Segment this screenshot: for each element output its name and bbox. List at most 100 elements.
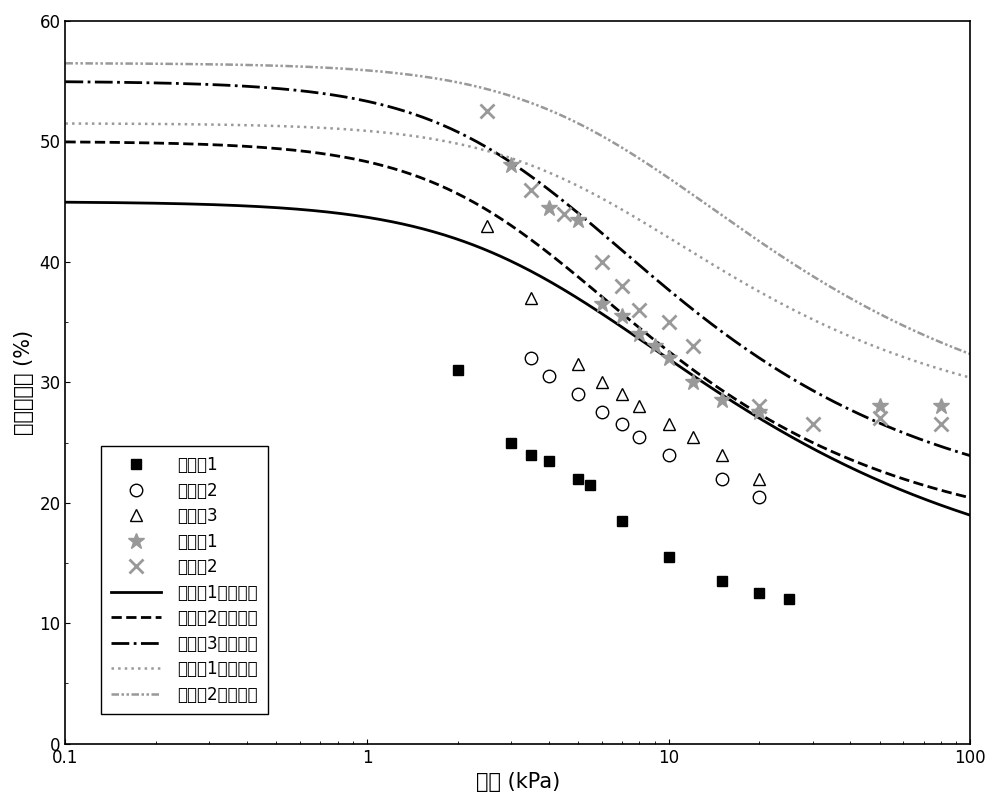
对比例3 <box>687 432 699 442</box>
对比例2 <box>633 432 645 442</box>
实施例1 <box>543 203 555 213</box>
对比例3拟合曲线 <box>964 451 976 460</box>
X-axis label: 吸力 (kPa): 吸力 (kPa) <box>476 772 560 792</box>
对比例1 <box>716 576 728 586</box>
实施例1 <box>687 377 699 387</box>
实施例1拟合曲线 <box>469 143 481 152</box>
对比例2 <box>616 420 628 430</box>
对比例2拟合曲线 <box>292 146 304 156</box>
对比例3 <box>572 359 584 369</box>
对比例2 <box>716 474 728 484</box>
对比例1拟合曲线 <box>741 405 753 415</box>
Line: 对比例3拟合曲线: 对比例3拟合曲线 <box>65 81 970 455</box>
Legend: 对比例1, 对比例2, 对比例3, 实施例1, 实施例2, 对比例1拟合曲线, 对比例2拟合曲线, 对比例3拟合曲线, 实施例1拟合曲线, 实施例2拟合曲线: 对比例1, 对比例2, 对比例3, 实施例1, 实施例2, 对比例1拟合曲线, … <box>101 447 268 713</box>
实施例2拟合曲线 <box>59 59 71 69</box>
实施例1 <box>874 401 886 411</box>
实施例1拟合曲线 <box>593 192 605 202</box>
Line: 对比例3: 对比例3 <box>481 219 766 485</box>
对比例3 <box>525 293 537 303</box>
实施例1 <box>649 341 661 351</box>
实施例2 <box>687 341 699 351</box>
实施例2 <box>935 420 947 430</box>
实施例1拟合曲线 <box>220 120 232 130</box>
对比例3拟合曲线 <box>469 135 481 145</box>
对比例2 <box>572 389 584 399</box>
实施例2拟合曲线 <box>469 81 481 91</box>
对比例1拟合曲线 <box>469 241 481 251</box>
实施例1 <box>716 396 728 405</box>
对比例3 <box>616 389 628 399</box>
对比例2拟合曲线 <box>964 493 976 503</box>
对比例1拟合曲线 <box>593 307 605 317</box>
实施例1 <box>572 215 584 225</box>
对比例3 <box>481 221 493 231</box>
对比例2 <box>753 492 765 501</box>
Y-axis label: 体积含水量 (%): 体积含水量 (%) <box>14 330 34 435</box>
对比例1拟合曲线 <box>664 355 676 364</box>
对比例3 <box>753 474 765 484</box>
实施例2拟合曲线 <box>741 228 753 238</box>
Line: 对比例2: 对比例2 <box>525 352 766 503</box>
对比例1 <box>505 438 517 447</box>
实施例1 <box>663 353 675 363</box>
实施例2拟合曲线 <box>292 61 304 71</box>
实施例2 <box>874 413 886 423</box>
实施例2拟合曲线 <box>664 174 676 184</box>
实施例1 <box>753 408 765 418</box>
对比例3拟合曲线 <box>292 85 304 95</box>
对比例2 <box>596 408 608 418</box>
对比例1 <box>572 474 584 484</box>
实施例1 <box>505 160 517 170</box>
对比例3拟合曲线 <box>220 81 232 90</box>
对比例2拟合曲线 <box>220 140 232 150</box>
对比例3 <box>596 377 608 387</box>
实施例2拟合曲线 <box>593 129 605 139</box>
对比例3拟合曲线 <box>59 77 71 86</box>
对比例1 <box>452 365 464 375</box>
对比例2 <box>543 372 555 381</box>
实施例2 <box>616 281 628 291</box>
对比例1拟合曲线 <box>292 205 304 214</box>
实施例1拟合曲线 <box>741 280 753 289</box>
实施例1拟合曲线 <box>964 373 976 383</box>
实施例2 <box>481 106 493 116</box>
对比例1拟合曲线 <box>220 200 232 210</box>
Line: 实施例2: 实施例2 <box>480 104 948 431</box>
对比例3 <box>663 420 675 430</box>
对比例2 <box>525 353 537 363</box>
实施例2 <box>753 401 765 411</box>
实施例1 <box>596 299 608 309</box>
实施例2 <box>596 257 608 267</box>
对比例3 <box>633 401 645 411</box>
对比例1 <box>753 588 765 598</box>
Line: 对比例2拟合曲线: 对比例2拟合曲线 <box>65 142 970 498</box>
实施例1拟合曲线 <box>664 234 676 243</box>
实施例1拟合曲线 <box>59 118 71 128</box>
对比例1 <box>663 552 675 562</box>
对比例1 <box>584 480 596 489</box>
对比例2拟合曲线 <box>469 198 481 208</box>
对比例1 <box>616 516 628 526</box>
对比例1 <box>543 455 555 465</box>
对比例3拟合曲线 <box>741 345 753 355</box>
对比例1 <box>783 594 795 604</box>
实施例2拟合曲线 <box>220 60 232 69</box>
实施例2 <box>663 318 675 327</box>
对比例3拟合曲线 <box>664 286 676 296</box>
实施例2 <box>558 209 570 218</box>
对比例3拟合曲线 <box>593 226 605 235</box>
实施例1 <box>616 311 628 321</box>
对比例1拟合曲线 <box>59 197 71 207</box>
实施例2拟合曲线 <box>964 349 976 359</box>
对比例2拟合曲线 <box>741 401 753 411</box>
Line: 对比例1: 对比例1 <box>453 365 794 604</box>
Line: 实施例1拟合曲线: 实施例1拟合曲线 <box>65 123 970 378</box>
Line: 实施例2拟合曲线: 实施例2拟合曲线 <box>65 64 970 354</box>
实施例2 <box>525 185 537 194</box>
实施例2 <box>807 420 819 430</box>
对比例2拟合曲线 <box>593 289 605 299</box>
对比例2拟合曲线 <box>59 137 71 147</box>
Line: 实施例1: 实施例1 <box>503 157 949 421</box>
对比例3 <box>716 450 728 459</box>
实施例1拟合曲线 <box>292 122 304 131</box>
